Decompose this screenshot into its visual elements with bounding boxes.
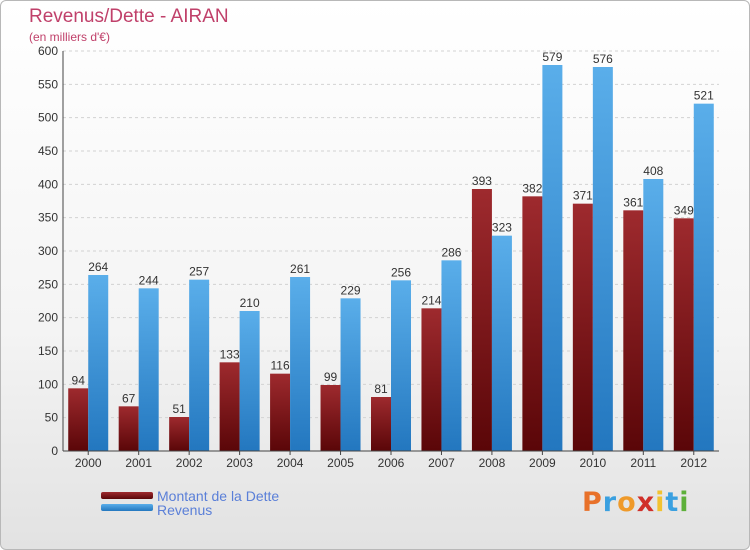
data-label-revenus: 256 bbox=[391, 265, 411, 279]
y-tick-label: 600 bbox=[38, 44, 58, 58]
logo-letter: i bbox=[679, 487, 690, 518]
x-tick-label: 2005 bbox=[327, 456, 354, 470]
bar-dette bbox=[118, 406, 139, 451]
bar-dette bbox=[169, 417, 190, 451]
x-tick-label: 2001 bbox=[125, 456, 152, 470]
data-label-revenus: 244 bbox=[139, 273, 159, 287]
bar-revenus bbox=[441, 260, 462, 451]
bar-revenus bbox=[340, 298, 361, 451]
bar-revenus bbox=[592, 67, 613, 451]
x-tick-label: 2010 bbox=[579, 456, 606, 470]
chart-title: Revenus/Dette - AIRAN bbox=[29, 6, 229, 27]
data-label-revenus: 264 bbox=[88, 260, 108, 274]
bar-revenus bbox=[643, 179, 664, 451]
data-label-dette: 51 bbox=[172, 402, 186, 416]
logo-letter: r bbox=[602, 487, 618, 518]
data-label-revenus: 576 bbox=[593, 52, 613, 66]
y-tick-label: 250 bbox=[38, 277, 58, 291]
logo-letter: P bbox=[582, 487, 603, 518]
bar-revenus bbox=[693, 103, 714, 452]
y-tick-label: 0 bbox=[51, 444, 58, 458]
chart-subtitle: (en milliers d'€) bbox=[29, 30, 110, 44]
y-tick-label: 450 bbox=[38, 144, 58, 158]
logo-letter: x bbox=[636, 487, 656, 518]
x-tick-label: 2008 bbox=[479, 456, 506, 470]
y-tick-label: 350 bbox=[38, 211, 58, 225]
logo-letter: t bbox=[665, 487, 680, 518]
x-tick-label: 2011 bbox=[630, 456, 656, 470]
y-tick-label: 400 bbox=[38, 177, 58, 191]
proxiti-logo: Proxiti bbox=[582, 487, 690, 518]
legend-swatch-debt bbox=[101, 492, 153, 499]
y-tick-label: 150 bbox=[38, 344, 58, 358]
bar-dette bbox=[673, 218, 694, 451]
y-tick-label: 200 bbox=[38, 311, 58, 325]
data-label-dette: 393 bbox=[472, 174, 492, 188]
data-label-revenus: 408 bbox=[643, 164, 663, 178]
data-label-revenus: 579 bbox=[542, 50, 562, 64]
bar-revenus bbox=[239, 311, 260, 451]
data-label-dette: 214 bbox=[421, 293, 441, 307]
x-tick-label: 2007 bbox=[428, 456, 455, 470]
data-label-dette: 133 bbox=[220, 347, 240, 361]
bar-dette bbox=[219, 362, 240, 451]
bar-dette bbox=[371, 397, 391, 451]
logo-letter: o bbox=[617, 487, 637, 518]
legend-swatch-revenus bbox=[101, 504, 153, 511]
x-tick-label: 2002 bbox=[176, 456, 203, 470]
data-label-dette: 116 bbox=[271, 359, 290, 373]
data-label-revenus: 286 bbox=[441, 245, 461, 259]
data-label-revenus: 257 bbox=[189, 265, 209, 279]
data-label-dette: 371 bbox=[573, 189, 593, 203]
y-tick-label: 550 bbox=[38, 77, 58, 91]
bar-dette bbox=[572, 203, 593, 451]
data-label-dette: 81 bbox=[374, 382, 388, 396]
bar-dette bbox=[320, 385, 341, 451]
data-label-dette: 99 bbox=[324, 370, 338, 384]
data-label-revenus: 229 bbox=[341, 283, 361, 297]
bar-revenus bbox=[542, 65, 563, 451]
bar-revenus bbox=[189, 279, 210, 451]
bar-dette bbox=[522, 196, 543, 451]
data-label-dette: 94 bbox=[72, 373, 86, 387]
bar-revenus bbox=[391, 280, 411, 451]
data-label-revenus: 210 bbox=[240, 296, 260, 310]
logo-letter: i bbox=[655, 487, 666, 518]
legend-label-debt: Montant de la Dette bbox=[157, 488, 280, 504]
bar-dette bbox=[270, 373, 291, 451]
x-tick-label: 2003 bbox=[226, 456, 253, 470]
x-tick-label: 2012 bbox=[680, 456, 707, 470]
bar-dette bbox=[471, 189, 492, 451]
data-label-dette: 382 bbox=[522, 181, 542, 195]
data-label-dette: 361 bbox=[623, 195, 643, 209]
x-tick-label: 2000 bbox=[75, 456, 102, 470]
bar-dette bbox=[623, 210, 644, 451]
data-label-dette: 349 bbox=[674, 203, 694, 217]
x-tick-label: 2004 bbox=[277, 456, 304, 470]
data-label-revenus: 521 bbox=[694, 89, 714, 103]
legend-label-revenus: Revenus bbox=[157, 502, 213, 518]
x-tick-label: 2009 bbox=[529, 456, 556, 470]
data-label-revenus: 261 bbox=[290, 262, 310, 276]
x-tick-label: 2006 bbox=[378, 456, 405, 470]
bar-revenus bbox=[491, 235, 512, 451]
y-tick-label: 500 bbox=[38, 111, 58, 125]
bar-dette bbox=[68, 388, 89, 451]
bar-dette bbox=[421, 308, 442, 451]
bar-revenus bbox=[290, 277, 311, 451]
y-tick-label: 300 bbox=[38, 244, 58, 258]
bar-revenus bbox=[88, 275, 109, 451]
data-label-revenus: 323 bbox=[492, 221, 512, 235]
data-label-dette: 67 bbox=[122, 391, 136, 405]
y-tick-label: 50 bbox=[45, 411, 59, 425]
y-tick-label: 100 bbox=[38, 377, 58, 391]
bar-revenus bbox=[138, 288, 159, 451]
